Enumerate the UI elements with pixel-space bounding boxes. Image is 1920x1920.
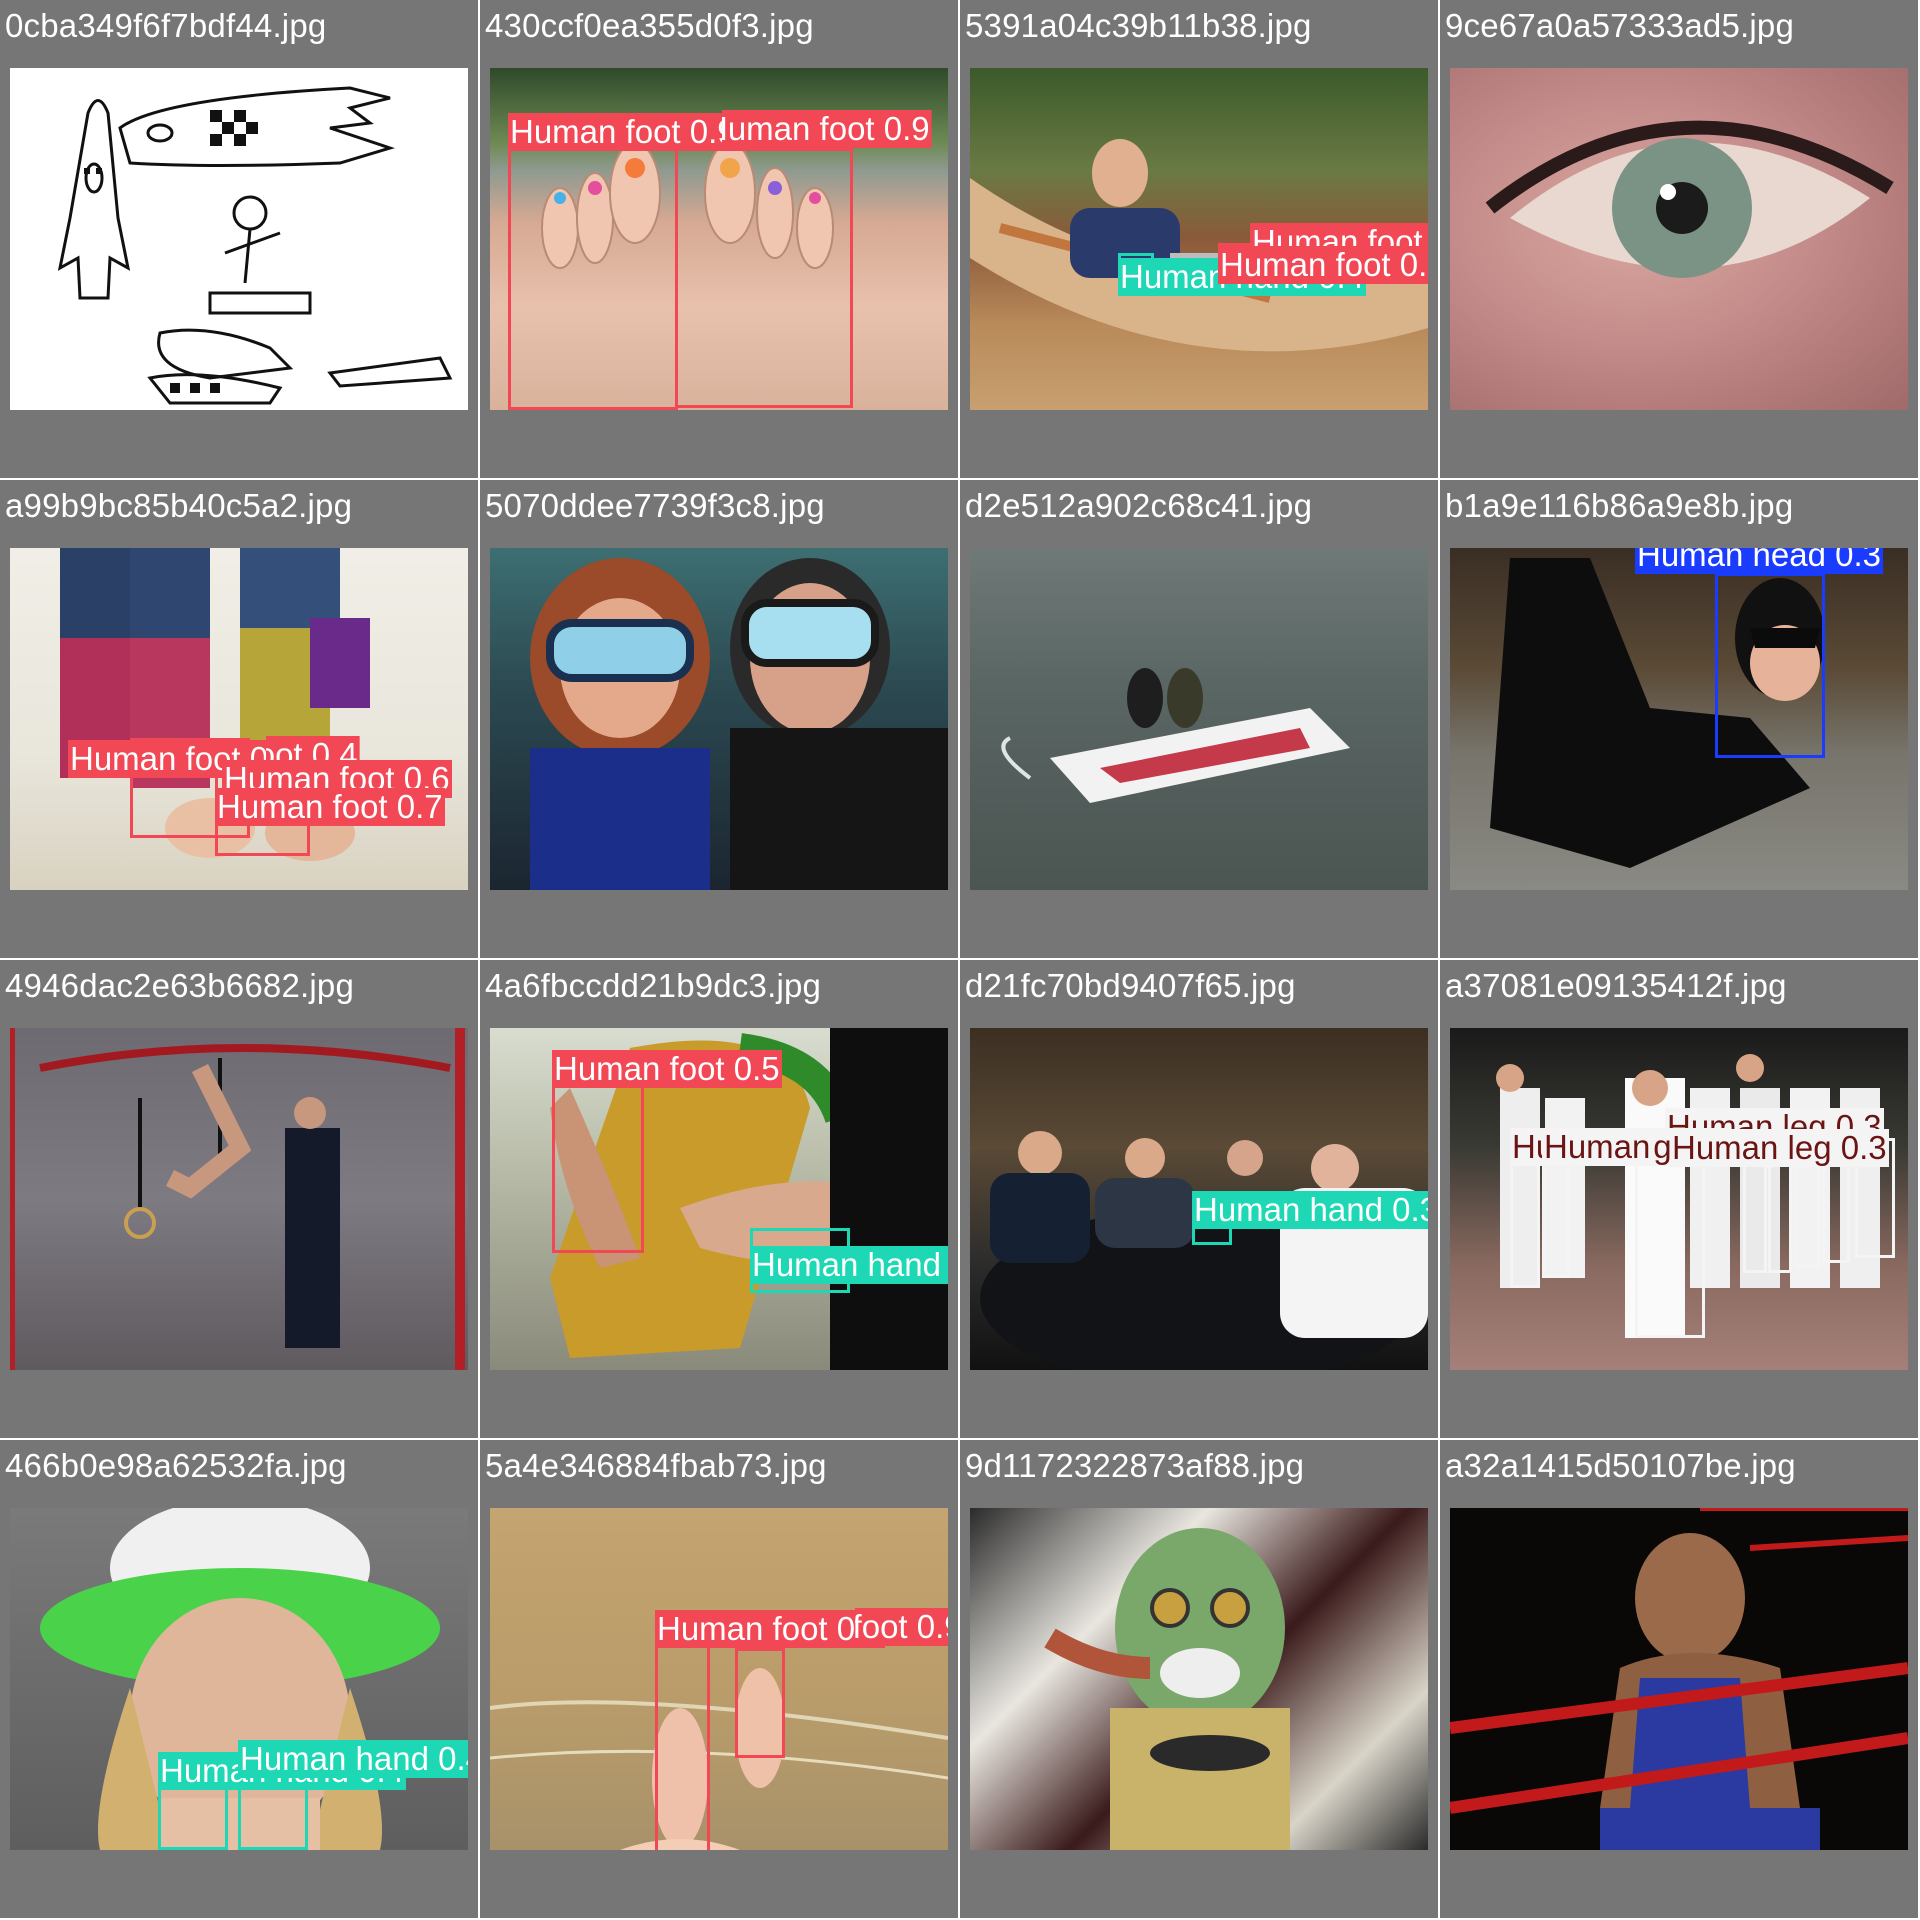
tile-filename: 5a4e346884fbab73.jpg xyxy=(485,1447,827,1484)
grid-tile[interactable]: a99b9bc85b40c5a2.jpg Human foot 0.3 Huma… xyxy=(0,480,478,958)
leg-detection-label: Human xyxy=(1542,1128,1653,1166)
grid-tile[interactable]: 5391a04c39b11b38.jpg Human foot 0.8 Huma… xyxy=(960,0,1438,478)
tile-filename: b1a9e116b86a9e8b.jpg xyxy=(1445,487,1794,524)
grid-tile[interactable]: 466b0e98a62532fa.jpg Human hand 0.4 Huma… xyxy=(0,1440,478,1918)
foot-detection-label: Human foot 0.3 xyxy=(1218,246,1428,284)
foot-detection-label: Human foot 0.9 xyxy=(508,113,738,151)
hand-detection-box xyxy=(158,1780,228,1850)
eye-art xyxy=(1485,120,1894,278)
drawing-art xyxy=(57,86,453,405)
tile-image-gymnast-rings xyxy=(10,1028,468,1370)
leg-detection-box xyxy=(1635,1138,1705,1338)
beach-art xyxy=(490,1668,948,1850)
grid-tile[interactable]: a32a1415d50107be.jpg xyxy=(1440,1440,1918,1918)
foot-detection-box xyxy=(655,1643,710,1850)
grid-tile[interactable]: 9d1172322873af88.jpg xyxy=(960,1440,1438,1918)
grid-tile[interactable]: a37081e09135412f.jpg Human le xyxy=(1440,960,1918,1438)
masked-man-art xyxy=(1044,1528,1290,1850)
hand-detection-label: Human hand 0.4 xyxy=(238,1740,468,1778)
tile-filename: 9ce67a0a57333ad5.jpg xyxy=(1445,7,1795,44)
divers-art xyxy=(530,558,948,890)
grid-tile[interactable]: 5070ddee7739f3c8.jpg xyxy=(480,480,958,958)
tile-filename: 0cba349f6f7bdf44.jpg xyxy=(5,7,327,44)
tile-image-divers xyxy=(490,548,948,890)
tile-image-hammock: Human foot 0.8 Human hand 0.4 Human foot… xyxy=(970,68,1428,410)
grid-tile[interactable]: b1a9e116b86a9e8b.jpg Human head 0.3 xyxy=(1440,480,1918,958)
foot-detection-label: Human foot 0.9 xyxy=(854,1608,948,1646)
foot-detection-label: Human foot 0.5 xyxy=(552,1050,782,1088)
grid-tile[interactable]: 4a6fbccdd21b9dc3.jpg Human foot 0.5 Huma… xyxy=(480,960,958,1438)
foot-detection-box xyxy=(735,1648,785,1758)
foot-detection-box xyxy=(552,1083,644,1253)
catwoman-art xyxy=(1490,558,1825,868)
toes-art xyxy=(541,142,834,269)
gymnast-art xyxy=(10,1028,465,1370)
grid-tile[interactable]: d2e512a902c68c41.jpg xyxy=(960,480,1438,958)
wrestler-art xyxy=(1450,1508,1908,1850)
grid-tile[interactable]: 430ccf0ea355d0f3.jpg Human foot 0.9 Huma… xyxy=(480,0,958,478)
tile-filename: 4946dac2e63b6682.jpg xyxy=(5,967,355,1004)
tile-image-beach-feet: Human foot 0.3 Human foot 0.9 xyxy=(490,1508,948,1850)
jetski-art xyxy=(1001,668,1350,803)
head-detection-label: Human head 0.3 xyxy=(1635,548,1884,574)
tile-filename: 9d1172322873af88.jpg xyxy=(965,1447,1305,1484)
tile-filename: d21fc70bd9407f65.jpg xyxy=(965,967,1296,1004)
tile-filename: 5391a04c39b11b38.jpg xyxy=(965,7,1312,44)
head-detection-box xyxy=(1715,573,1825,758)
tile-image-rocket-drawing xyxy=(10,68,468,410)
tile-filename: a99b9bc85b40c5a2.jpg xyxy=(5,487,353,524)
foot-detection-label: Human foot 0.9 xyxy=(704,110,932,148)
tile-image-masked-man-art xyxy=(970,1508,1428,1850)
tile-filename: a32a1415d50107be.jpg xyxy=(1445,1447,1796,1484)
tile-image-meeting-table: Human hand 0.3 xyxy=(970,1028,1428,1370)
tile-filename: 4a6fbccdd21b9dc3.jpg xyxy=(485,967,822,1004)
foot-detection-label: Human foot 0.7 xyxy=(215,788,445,826)
tile-image-saxophone: Human foot 0.5 Human hand 0.4 xyxy=(490,1028,948,1370)
foot-detection-label: Human foot 0.3 xyxy=(655,1610,885,1648)
hand-detection-box xyxy=(238,1780,308,1850)
hand-detection-label: Human hand 0.4 xyxy=(750,1246,948,1284)
tile-image-leg-warmers: Human foot 0.3 Human foot 0.4 Human foot… xyxy=(10,548,468,890)
tile-image-eye xyxy=(1450,68,1908,410)
grid-tile[interactable]: 4946dac2e63b6682.jpg xyxy=(0,960,478,1438)
grid-tile[interactable]: 5a4e346884fbab73.jpg Human foot 0.3 Huma… xyxy=(480,1440,958,1918)
tile-filename: 466b0e98a62532fa.jpg xyxy=(5,1447,347,1484)
hand-detection-label: Human hand 0.3 xyxy=(1192,1191,1428,1229)
tile-filename: a37081e09135412f.jpg xyxy=(1445,967,1787,1004)
tile-image-jet-ski xyxy=(970,548,1428,890)
tile-image-painted-toes: Human foot 0.9 Human foot 0.9 xyxy=(490,68,948,410)
tile-image-catwoman: Human head 0.3 xyxy=(1450,548,1908,890)
foot-detection-box xyxy=(508,146,678,410)
tile-filename: 5070ddee7739f3c8.jpg xyxy=(485,487,825,524)
leg-detection-label: Human leg 0.3 xyxy=(1670,1129,1889,1167)
tile-image-girl-hat: Human hand 0.4 Human hand 0.4 xyxy=(10,1508,468,1850)
tile-filename: 430ccf0ea355d0f3.jpg xyxy=(485,7,814,44)
foot-detection-box xyxy=(675,148,853,408)
grid-tile[interactable]: 9ce67a0a57333ad5.jpg xyxy=(1440,0,1918,478)
meeting-art xyxy=(980,1131,1428,1370)
tile-filename: d2e512a902c68c41.jpg xyxy=(965,487,1313,524)
tile-image-capoeira: Human leg 0.3 Human leg 0.3 Human Human … xyxy=(1450,1028,1908,1370)
grid-tile[interactable]: d21fc70bd9407f65.jpg Human hand 0.3 xyxy=(960,960,1438,1438)
grid-tile[interactable]: 0cba349f6f7bdf44.jpg xyxy=(0,0,478,478)
tile-image-wrestler xyxy=(1450,1508,1908,1850)
